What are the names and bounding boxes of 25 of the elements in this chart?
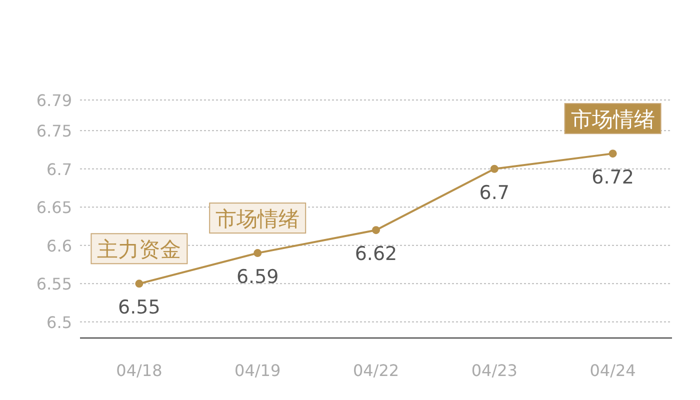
data-label: 6.55 [118,296,160,319]
x-tick-label: 04/23 [471,361,518,380]
y-tick-label: 6.79 [36,91,72,110]
y-tick-label: 6.75 [36,122,72,141]
data-label: 6.59 [236,266,279,288]
x-tick-label: 04/22 [352,361,400,380]
point [254,249,262,258]
x-tick-label: 04/24 [590,361,636,380]
y-tick-label: 6.5 [46,312,72,332]
y-tick-label: 6.65 [36,198,72,218]
data-label: 6.72 [592,166,634,189]
point [135,280,144,288]
annotation: 市场情绪 [216,207,300,232]
y-tick-label: 6.55 [36,274,72,294]
point [608,150,617,158]
point [372,226,380,234]
annotation: 主力资金 [97,238,182,262]
data-label: 6.7 [479,182,510,204]
y-tick-label: 6.7 [46,160,72,179]
data-label: 6.62 [354,243,398,266]
x-tick-label: 04/19 [234,361,281,380]
y-tick-label: 6.6 [46,236,72,256]
annotation: 市场情绪 [570,108,655,132]
x-tick-label: 04/18 [116,361,162,380]
point [490,164,498,173]
